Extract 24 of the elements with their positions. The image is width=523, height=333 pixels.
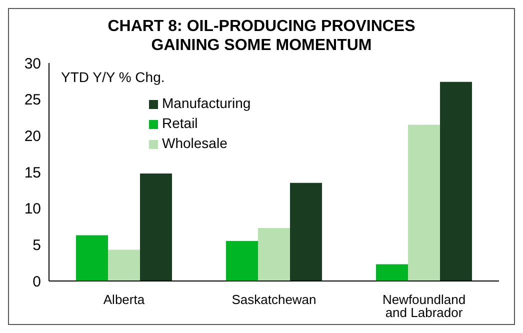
- y-tick-label: 20: [24, 128, 41, 145]
- legend-label: Retail: [162, 115, 198, 131]
- y-tick-label: 30: [24, 55, 41, 72]
- bar: [258, 228, 290, 281]
- y-tick-label: 5: [32, 236, 41, 254]
- y-tick-label: 15: [24, 164, 41, 182]
- x-tick-label: Newfoundland and Labrador: [382, 292, 466, 320]
- bar: [408, 124, 440, 281]
- bar: [376, 264, 408, 281]
- y-tick-label: 10: [24, 200, 41, 218]
- bar: [108, 250, 140, 281]
- y-tick-label: 0: [32, 273, 41, 290]
- y-tick-label: 25: [24, 92, 41, 109]
- x-tick-label: Saskatchewan: [232, 292, 316, 308]
- y-axis-title: YTD Y/Y % Chg.: [61, 69, 165, 85]
- x-tick-label: Alberta: [103, 292, 146, 308]
- bar: [140, 173, 172, 281]
- bar: [76, 235, 108, 281]
- chart-title: CHART 8: OIL-PRODUCING PROVINCES GAINING SOME MOMENTUM: [106, 17, 416, 55]
- legend-label: Manufacturing: [162, 95, 251, 111]
- bar: [226, 241, 258, 281]
- legend-label: Wholesale: [162, 135, 228, 151]
- bar: [290, 182, 322, 281]
- bar: [440, 82, 472, 281]
